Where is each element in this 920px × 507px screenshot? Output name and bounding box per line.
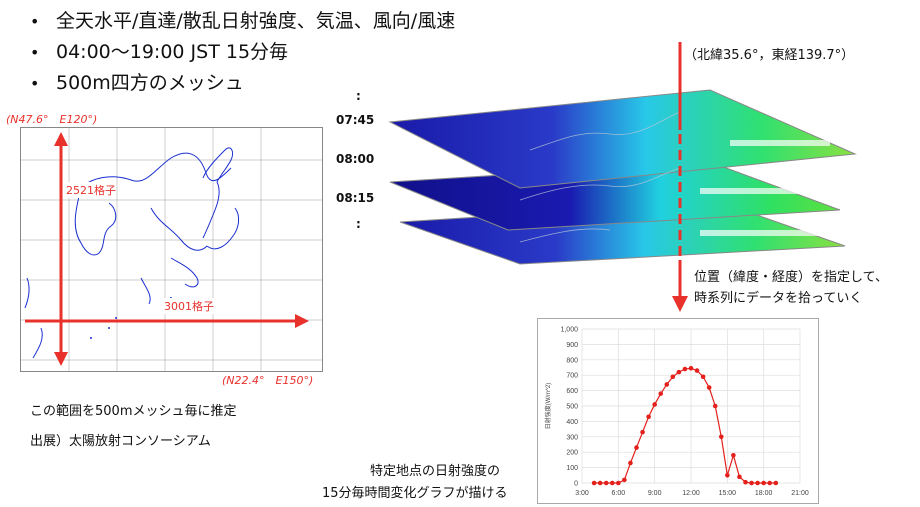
source-credit: 出展）太陽放射コンソーシアム (30, 434, 211, 449)
y-tick-label: 0 (574, 481, 578, 488)
data-point (628, 460, 633, 466)
feature-list: 全天水平/直達/散乱日射強度、気温、風向/風速 04:00～19:00 JST … (30, 6, 455, 99)
data-point (640, 429, 645, 435)
se-corner-label: (N22.4° E150°) (222, 374, 314, 387)
irradiance-chart: 0 100 200 300 400 500 600 700 800 900 1,000 3:00 6:0… (537, 318, 819, 504)
data-point (591, 480, 597, 486)
x-tick-label: 15:00 (719, 490, 737, 497)
data-point (731, 452, 736, 458)
data-point (718, 434, 724, 440)
stacked-layers (388, 89, 857, 265)
map-grid (21, 128, 322, 371)
grid-count-horizontal: 3001格子 (164, 298, 214, 314)
y-tick-label: 700 (566, 373, 578, 380)
x-tick-label: 21:00 (791, 490, 809, 497)
time-label: 08:15 (336, 191, 375, 205)
data-point (609, 480, 615, 486)
time-series-arrow (672, 42, 688, 312)
layer-0745 (388, 89, 857, 189)
data-point (737, 474, 742, 480)
data-point (706, 385, 712, 390)
data-point (749, 480, 754, 486)
chart-canvas: 0 100 200 300 400 500 600 700 800 900 1,000 3:00 6:0… (544, 327, 809, 498)
data-point (670, 374, 676, 380)
feature-item: 全天水平/直達/散乱日射強度、気温、風向/風速 (30, 6, 455, 37)
arrow-head-down (54, 352, 68, 366)
data-point (712, 403, 718, 409)
time-label: 07:45 (336, 113, 375, 127)
x-tick-label: 9:00 (648, 490, 662, 497)
series-line (594, 367, 776, 484)
chart-caption-1: 特定地点の日射強度の (370, 464, 501, 479)
extract-text-1: 位置（緯度・経度）を指定して、 (694, 270, 888, 285)
y-tick-label: 400 (566, 419, 578, 426)
data-point (634, 445, 639, 450)
layer-legends (700, 140, 830, 236)
data-point (646, 414, 651, 420)
data-point (761, 480, 766, 486)
data-point (676, 369, 682, 375)
x-tick-label: 12:00 (682, 490, 700, 497)
data-point (603, 480, 609, 486)
time-label: 08:00 (336, 152, 375, 166)
y-tick-label: 900 (566, 342, 578, 349)
data-point (688, 365, 694, 371)
map-canvas (21, 128, 322, 371)
data-point (658, 391, 664, 396)
layer-coastlines (519, 111, 681, 243)
feature-item: 500m四方のメッシュ (30, 68, 455, 99)
y-tick-label: 100 (566, 465, 578, 472)
data-point (664, 382, 670, 387)
x-tick-label: 6:00 (612, 490, 626, 497)
arrow-head-up (54, 132, 68, 146)
data-point (652, 402, 657, 407)
map-caption: この範囲を500mメッシュ毎に推定 (30, 404, 237, 419)
y-tick-label: 800 (566, 357, 578, 364)
dots-bottom: : (356, 217, 361, 231)
data-point (597, 480, 603, 486)
extract-text-2: 時系列にデータを拾っていく (694, 291, 863, 306)
point-coordinate: （北緯35.6°，東経139.7°） (684, 48, 855, 63)
data-point (622, 477, 627, 483)
y-axis-label: 日射強度(W/m^2) (544, 383, 552, 429)
data-point (743, 479, 748, 485)
japan-map (20, 127, 323, 372)
data-point (616, 480, 621, 486)
data-point (767, 480, 773, 486)
arrow-head-right (295, 314, 309, 328)
dots-top: : (356, 89, 361, 103)
feature-item: 04:00～19:00 JST 15分毎 (30, 37, 455, 68)
y-tick-label: 200 (566, 450, 578, 457)
data-point (755, 480, 760, 486)
nw-corner-label: (N47.6° E120°) (6, 113, 98, 126)
data-point (694, 368, 700, 373)
coastline (24, 147, 240, 359)
x-tick-label: 18:00 (755, 490, 773, 497)
y-tick-label: 500 (566, 404, 578, 411)
y-tick-label: 300 (566, 434, 578, 441)
y-tick-label: 600 (566, 388, 578, 395)
y-tick-label: 1,000 (560, 327, 578, 334)
data-point (682, 366, 688, 372)
chart-caption-2: 15分毎時間変化グラフが描ける (322, 486, 508, 501)
x-tick-label: 3:00 (575, 490, 589, 497)
grid-count-vertical: 2521格子 (66, 182, 116, 198)
data-point (700, 374, 706, 380)
data-point (773, 480, 779, 486)
data-point (725, 473, 730, 478)
